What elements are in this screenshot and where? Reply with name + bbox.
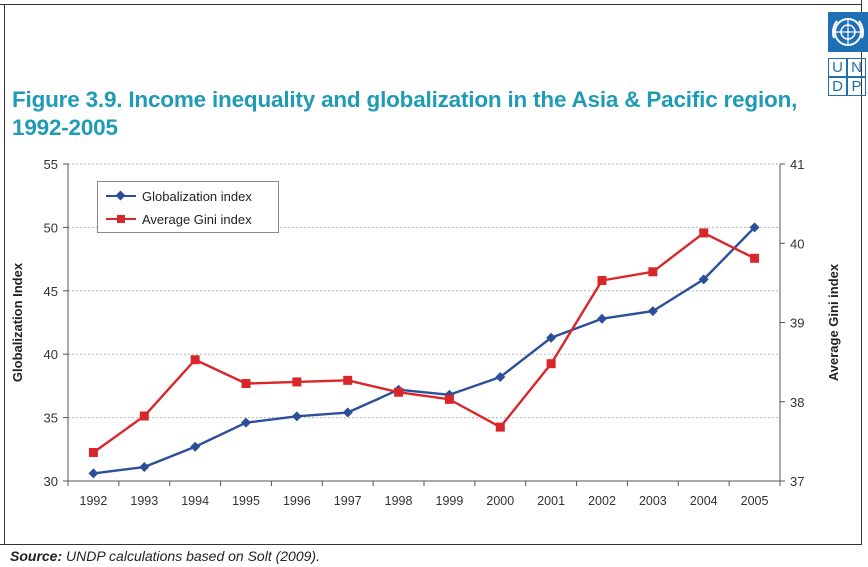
y2-tick-label-41: 41 [790, 157, 804, 172]
point-globalization-1995 [241, 417, 251, 428]
y2-tick-label-37: 37 [790, 474, 804, 489]
legend-item-globalization: Globalization index [106, 186, 252, 206]
point-globalization-2004 [698, 274, 709, 285]
x-tick-label-1996: 1996 [283, 494, 311, 508]
y2-axis-title: Average Gini index [826, 263, 841, 381]
point-gini-2003 [648, 267, 658, 277]
point-globalization-2000 [495, 372, 506, 383]
point-gini-2000 [495, 422, 505, 432]
x-tick-label-1995: 1995 [232, 494, 260, 508]
figure-title: Figure 3.9. Income inequality and global… [12, 87, 798, 140]
x-tick-label-2004: 2004 [690, 494, 718, 508]
source-label: Source: [10, 548, 63, 564]
source-text: UNDP calculations based on Solt (2009). [66, 548, 320, 564]
x-tick-label-1993: 1993 [130, 494, 158, 508]
point-gini-2005 [750, 253, 760, 263]
logo-letter-u: U [828, 58, 847, 77]
y-tick-label-55: 55 [44, 157, 58, 172]
point-globalization-1993 [139, 462, 150, 473]
y-tick-label-45: 45 [44, 284, 58, 299]
point-gini-1997 [343, 375, 353, 385]
y-axis-title: Globalization Index [10, 262, 25, 382]
frame-left-border [4, 4, 5, 545]
legend-item-gini: Average Gini index [106, 209, 252, 229]
line-chart: 30 35 40 45 50 55 37 38 39 40 41 1992 1993 1994 1995 19… [10, 157, 841, 508]
point-gini-1995 [241, 379, 251, 389]
y-tick-label-30: 30 [44, 474, 58, 489]
x-tick-label-2005: 2005 [741, 494, 769, 508]
point-gini-1996 [292, 377, 302, 387]
frame-top-border [0, 4, 862, 5]
x-tick-label-1992: 1992 [80, 494, 108, 508]
y2-tick-label-39: 39 [790, 316, 804, 331]
figure-frame [0, 0, 862, 545]
point-gini-1998 [394, 387, 404, 397]
point-globalization-2002 [597, 313, 607, 324]
x-tick-label-1994: 1994 [181, 494, 209, 508]
point-gini-1999 [444, 394, 454, 404]
legend-swatch-globalization [106, 190, 136, 202]
point-globalization-2005 [749, 222, 760, 233]
point-gini-2002 [597, 275, 607, 285]
point-gini-1993 [139, 411, 149, 421]
legend-label-globalization: Globalization index [142, 188, 252, 204]
x-tick-label-1997: 1997 [334, 494, 362, 508]
y-tick-label-35: 35 [44, 411, 58, 426]
x-tick-label-2002: 2002 [588, 494, 616, 508]
point-gini-2004 [699, 228, 709, 238]
legend-label-gini: Average Gini index [142, 211, 252, 227]
point-globalization-1997 [342, 407, 353, 418]
x-tick-label-2000: 2000 [486, 494, 514, 508]
series-line-globalization [93, 226, 756, 475]
undp-logo: U N D P [828, 12, 868, 98]
point-globalization-1992 [88, 468, 99, 479]
point-gini-1994 [190, 355, 200, 365]
x-tick-label-1998: 1998 [385, 494, 413, 508]
x-tick-label-2003: 2003 [639, 494, 667, 508]
point-gini-1992 [88, 447, 98, 457]
logo-letter-n: N [847, 58, 866, 77]
source-note: Source: UNDP calculations based on Solt … [10, 548, 320, 564]
y2-tick-label-40: 40 [790, 236, 804, 251]
y-tick-label-40: 40 [44, 347, 58, 362]
chart-legend: Globalization index Average Gini index [97, 181, 279, 233]
x-tick-label-2001: 2001 [537, 494, 565, 508]
point-gini-2001 [546, 359, 556, 369]
x-tick-label-1999: 1999 [436, 494, 464, 508]
logo-letter-p: P [847, 77, 866, 96]
logo-letter-d: D [828, 77, 847, 96]
series-line-gini [92, 231, 756, 454]
point-globalization-2003 [647, 306, 658, 317]
y2-tick-label-38: 38 [790, 395, 804, 410]
point-globalization-1996 [291, 411, 302, 422]
un-emblem-icon [828, 12, 868, 52]
point-globalization-2001 [546, 332, 557, 343]
legend-swatch-gini [106, 213, 136, 225]
point-globalization-1994 [190, 441, 201, 452]
y-tick-label-50: 50 [44, 220, 58, 235]
